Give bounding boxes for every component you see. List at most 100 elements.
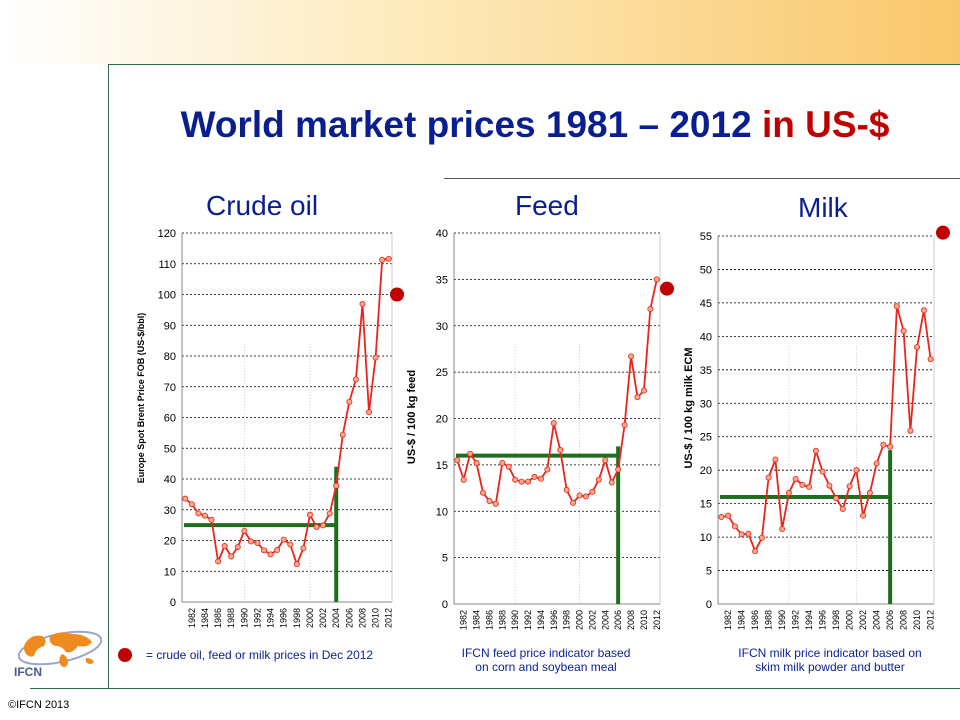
x-tick-label: 2012: [652, 610, 662, 630]
data-point: [806, 483, 813, 490]
milk-note: IFCN milk price indicator based on skim …: [712, 646, 948, 674]
series-line: [456, 279, 658, 506]
y-tick-label: 90: [164, 320, 176, 332]
x-tick-label: 2010: [639, 610, 649, 630]
x-tick-label: 2012: [384, 608, 394, 628]
x-tick-label: 1986: [750, 610, 760, 630]
y-tick-label: 10: [436, 506, 448, 518]
y-tick-label: 35: [436, 274, 448, 286]
y-tick-label: 15: [700, 499, 712, 511]
content-frame: [108, 64, 960, 688]
feed-note-line-1: IFCN feed price indicator based: [461, 646, 631, 660]
data-point: [582, 493, 589, 500]
x-tick-label: 2006: [885, 610, 895, 630]
data-point: [731, 523, 738, 530]
y-tick-label: 45: [700, 298, 712, 310]
x-tick-label: 1994: [536, 610, 546, 630]
data-point: [608, 479, 615, 486]
data-point: [550, 420, 557, 427]
x-tick-label: 2002: [858, 610, 868, 630]
x-tick-label: 1998: [562, 610, 572, 630]
footer-divider: [30, 688, 960, 689]
data-point: [812, 447, 819, 454]
header-banner: [0, 0, 960, 64]
data-point: [826, 482, 833, 489]
data-point: [499, 460, 506, 467]
data-point: [907, 427, 914, 434]
x-tick-label: 1984: [200, 608, 210, 628]
legend-text: = crude oil, feed or milk prices in Dec …: [146, 648, 374, 662]
x-tick-label: 1992: [791, 610, 801, 630]
data-point: [839, 505, 846, 512]
data-point: [576, 492, 583, 499]
data-point: [853, 467, 860, 474]
data-point: [306, 511, 313, 518]
data-point: [544, 466, 551, 473]
data-point: [525, 478, 532, 485]
data-point: [758, 534, 765, 541]
data-point: [512, 476, 519, 483]
milk-note-line-1: IFCN milk price indicator based on: [738, 646, 922, 660]
dec2012-marker: [390, 287, 404, 302]
y-tick-label: 50: [700, 264, 712, 276]
data-point: [518, 478, 525, 485]
x-tick-label: 1990: [510, 610, 520, 630]
x-tick-label: 1992: [523, 610, 533, 630]
y-tick-label: 20: [700, 465, 712, 477]
data-point: [467, 450, 474, 457]
data-point: [615, 466, 622, 473]
y-tick-label: 40: [436, 228, 448, 240]
data-point: [300, 545, 307, 552]
y-tick-label: 30: [164, 505, 176, 517]
data-point: [201, 512, 208, 519]
data-point: [372, 354, 379, 361]
y-tick-label: 40: [700, 331, 712, 343]
data-point: [866, 489, 873, 496]
data-point: [563, 486, 570, 493]
y-tick-label: 120: [158, 228, 176, 240]
chart-feed: 0 5 10 15 20 25 30 35 40 1982 1984 1986 1988 1990 1992…: [436, 228, 674, 630]
data-point: [799, 481, 806, 488]
x-tick-label: 1986: [213, 608, 223, 628]
x-tick-label: 1988: [764, 610, 774, 630]
data-point: [234, 543, 241, 550]
x-tick-label: 1990: [777, 610, 787, 630]
x-tick-label: 1984: [737, 610, 747, 630]
data-point: [725, 512, 732, 519]
x-tick-label: 1982: [187, 608, 197, 628]
data-point: [333, 482, 340, 489]
data-point: [339, 431, 346, 438]
y-tick-label: 55: [700, 231, 712, 243]
x-tick-label: 2004: [872, 610, 882, 630]
legend-dec2012-marker: [118, 648, 132, 662]
data-point: [208, 516, 215, 523]
data-point: [320, 522, 327, 529]
data-point: [893, 303, 900, 310]
y-tick-label: 110: [158, 259, 176, 271]
data-point: [792, 475, 799, 482]
data-point: [900, 328, 907, 335]
x-tick-label: 2002: [587, 610, 597, 630]
x-tick-label: 1982: [459, 610, 469, 630]
data-point: [819, 468, 826, 475]
x-tick-label: 1996: [818, 610, 828, 630]
chart-title-feed: Feed: [515, 190, 579, 221]
data-point: [359, 301, 366, 308]
data-point: [352, 376, 359, 383]
data-point: [718, 514, 725, 521]
y-tick-label: 35: [700, 365, 712, 377]
data-point: [589, 488, 596, 495]
data-point: [379, 256, 386, 263]
x-tick-label: 2000: [305, 608, 315, 628]
data-point: [313, 523, 320, 530]
x-tick-label: 1996: [549, 610, 559, 630]
data-point: [653, 276, 660, 283]
y-tick-label: 25: [700, 432, 712, 444]
data-point: [254, 539, 261, 546]
data-point: [860, 512, 867, 519]
page-title: World market prices 1981 – 2012 in US-$: [110, 104, 960, 146]
data-point: [752, 548, 759, 555]
x-tick-label: 1982: [723, 610, 733, 630]
x-tick-label: 1992: [252, 608, 262, 628]
